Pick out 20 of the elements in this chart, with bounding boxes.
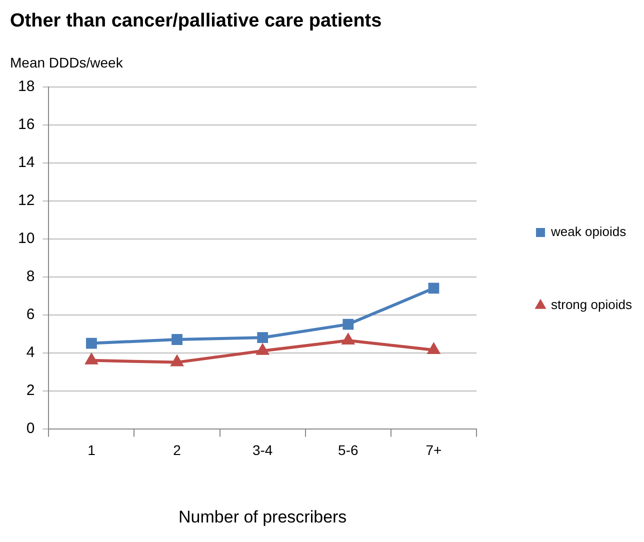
y-tick-label: 8 [26,268,35,285]
x-tick-label: 3-4 [252,442,273,458]
y-tick-label: 14 [18,154,35,171]
y-tick-label: 4 [26,344,35,361]
y-tick-label: 0 [26,420,35,437]
x-tick-label: 7+ [426,442,442,458]
y-tick-label: 2 [26,382,35,399]
chart-title: Other than cancer/palliative care patients [10,10,382,32]
y-tick-label: 16 [18,116,35,133]
y-tick-label: 18 [18,78,35,95]
legend-label: strong opioids [551,297,632,312]
y-tick-label: 12 [18,192,35,209]
y-tick-label: 10 [18,230,35,247]
x-tick-label: 2 [173,442,182,458]
x-tick-label: 1 [88,442,96,458]
x-tick-label: 5-6 [338,442,358,458]
y-tick-label: 6 [26,306,35,323]
legend-label: weak opioids [550,224,627,240]
x-axis-title: Number of prescribers [178,507,347,526]
y-axis-title: Mean DDDs/week [10,54,124,71]
